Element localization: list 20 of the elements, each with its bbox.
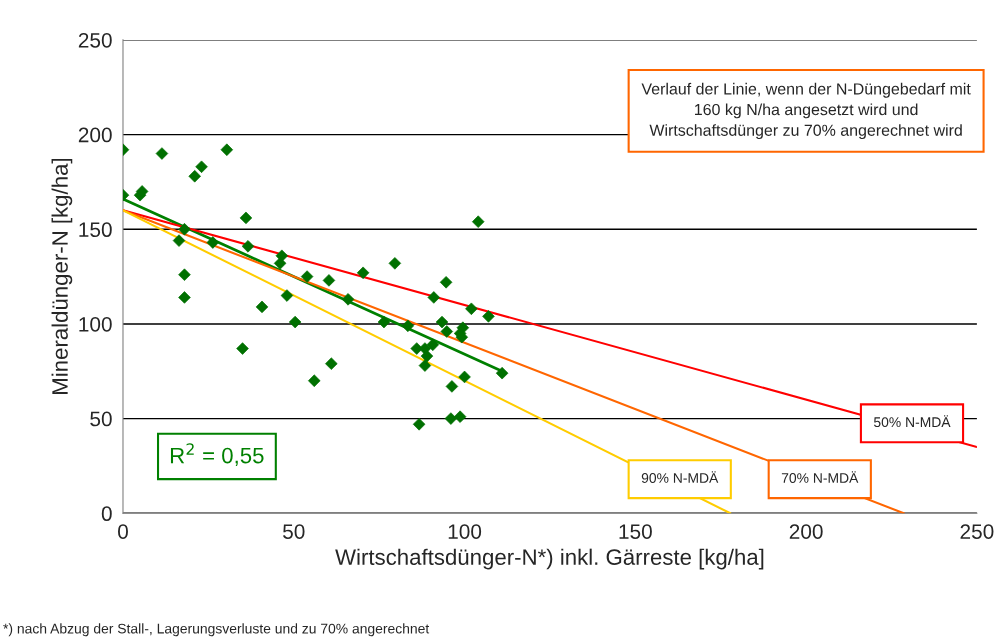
annotation: 90% N-MDÄ bbox=[641, 471, 719, 483]
text: *) nach Abzug der Stall-, Lagerungsverluste und zu 70% angerechnet bbox=[3, 623, 430, 637]
y-tick-label: 0 bbox=[101, 506, 112, 522]
x-tick-label: 0 bbox=[118, 524, 128, 539]
x-tick-label: 200 bbox=[789, 524, 823, 539]
annotation: R$^{2}$ = 0,55 bbox=[170, 443, 264, 467]
y-axis-title: Mineraldünger-N [kg/ha] bbox=[51, 158, 73, 394]
x-tick-label: 150 bbox=[619, 524, 652, 539]
annotation: 50% N-MDÄ bbox=[873, 415, 951, 428]
y-tick-label: 250 bbox=[78, 32, 112, 48]
y-tick-label: 150 bbox=[79, 222, 112, 238]
y-tick-label: 200 bbox=[78, 127, 112, 143]
x-tick-label: 100 bbox=[448, 524, 482, 539]
x-tick-label: 250 bbox=[960, 524, 994, 539]
y-tick-label: 100 bbox=[79, 316, 112, 332]
y-tick-label: 50 bbox=[90, 411, 112, 427]
annotation: 70% N-MDÄ bbox=[781, 471, 859, 483]
x-tick-label: 50 bbox=[283, 524, 305, 539]
x-axis-title: Wirtschaftsdünger-N*) inkl. Gärreste [kg/ha] bbox=[335, 548, 764, 570]
annotation: Verlauf der Linie, wenn der N-Düngebedarf mit 160 kg N/ha angesetzt wird und Wirtschaftsdünger zu 70% angerechnet wird bbox=[641, 82, 971, 140]
